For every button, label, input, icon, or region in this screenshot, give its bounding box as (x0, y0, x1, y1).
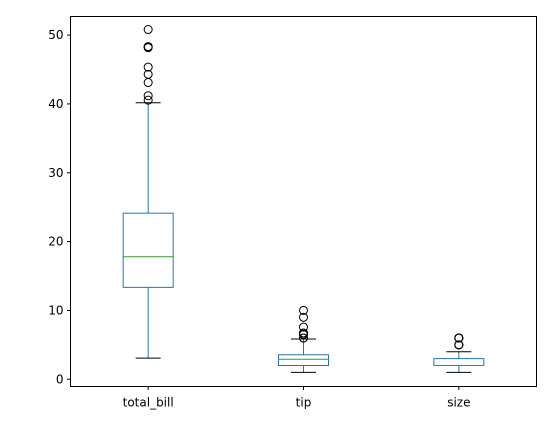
outlier-point (299, 305, 308, 315)
y-tick-label: 10 (48, 303, 63, 317)
outlier-point (299, 330, 308, 340)
iqr-box (433, 358, 485, 367)
outlier-point (299, 322, 308, 332)
x-tick-label: tip (296, 396, 312, 410)
boxes-layer (122, 25, 485, 373)
y-tick-label: 0 (56, 372, 64, 386)
y-tick-label: 50 (48, 28, 63, 42)
outlier-point (143, 25, 153, 35)
y-tick-label: 20 (48, 235, 63, 249)
box-group-total-bill (122, 25, 174, 359)
outlier-point (454, 340, 464, 350)
iqr-box (278, 354, 329, 367)
outlier-point (143, 78, 153, 88)
x-tick-label: size (447, 396, 470, 410)
box-group-tip (278, 305, 329, 373)
y-tick-label: 30 (48, 166, 63, 180)
outlier-point (143, 42, 153, 52)
outlier-point (143, 95, 153, 105)
box-group-size (433, 333, 485, 373)
iqr-box (122, 212, 174, 288)
y-tick-label: 40 (48, 97, 63, 111)
outlier-point (454, 333, 464, 343)
axes-layer: 0 10 20 30 40 50 total_bill tip size (48, 16, 537, 410)
outlier-point (143, 62, 153, 72)
x-tick-label: total_bill (123, 396, 174, 410)
outlier-point (299, 333, 308, 343)
outlier-point (143, 91, 153, 101)
outlier-point (299, 312, 308, 322)
